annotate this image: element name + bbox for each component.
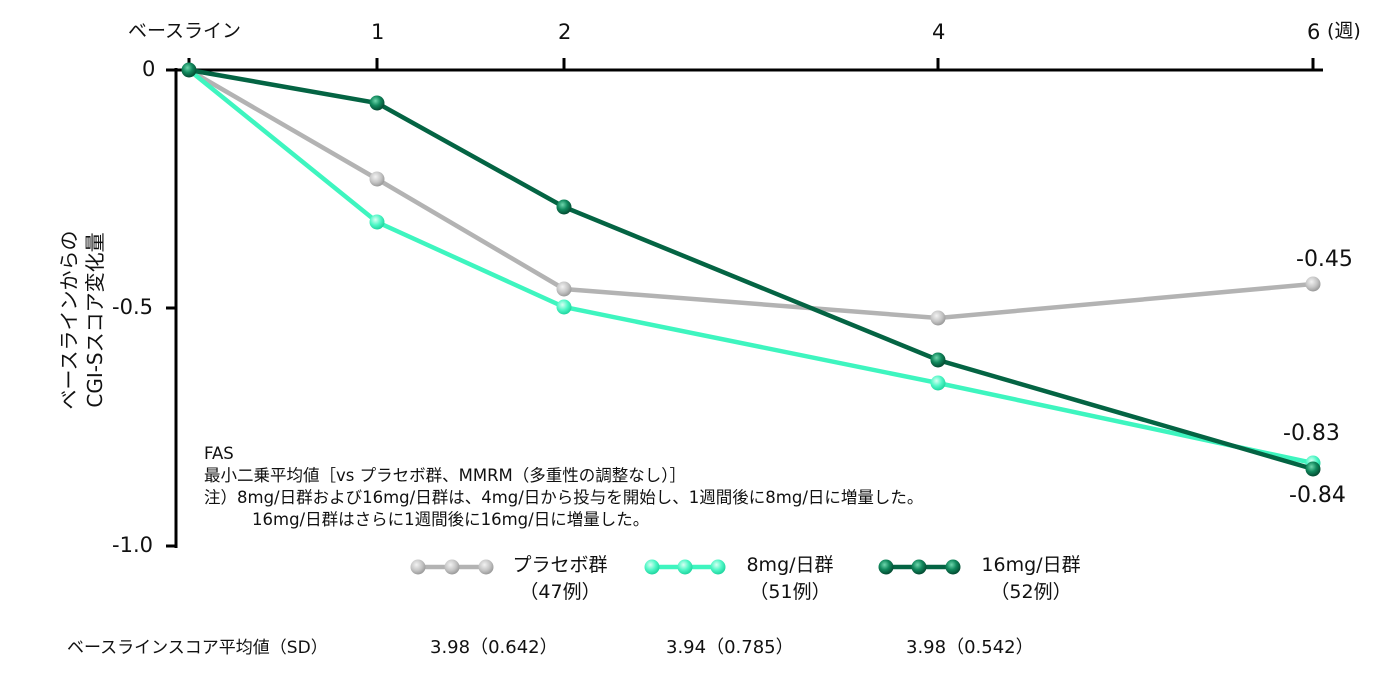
- legend-item-16mg: 16mg/日群 （52例）: [966, 552, 1096, 606]
- note-fas: FAS: [204, 444, 234, 463]
- note-method: 最小二乗平均値［vs プラセボ群、MMRM（多重性の調整なし）］: [204, 466, 687, 485]
- x-tick-baseline: ベースライン: [128, 20, 242, 42]
- baseline-score-label: ベースラインスコア平均値（SD）: [67, 638, 328, 658]
- x-axis-unit: (週): [1327, 20, 1361, 42]
- y-tick-minus-0-5: -0.5: [112, 295, 153, 319]
- legend-swatch-placebo: [410, 559, 494, 575]
- end-label-8mg: -0.83: [1283, 421, 1340, 446]
- x-tick-week-4: 4: [932, 20, 946, 44]
- series-8mg: [187, 68, 1321, 471]
- series-16mg: [181, 62, 1321, 477]
- x-tick-week-1: 1: [371, 20, 385, 44]
- baseline-score-8mg: 3.94（0.785）: [666, 637, 794, 658]
- legend-label-16mg: 16mg/日群: [981, 554, 1081, 576]
- series-placebo: [187, 68, 1321, 326]
- x-tick-week-6: 6: [1307, 20, 1321, 44]
- y-tick-0: 0: [142, 57, 156, 81]
- end-label-placebo: -0.45: [1296, 247, 1353, 272]
- note-dosing: 注）8mg/日群および16mg/日群は、4mg/日から投与を開始し、1週間後に8…: [204, 488, 924, 507]
- x-axis: [176, 58, 1323, 72]
- baseline-score-placebo: 3.98（0.642）: [430, 637, 558, 658]
- baseline-score-16mg: 3.98（0.542）: [906, 637, 1034, 658]
- note-dosing-cont: 16mg/日群はさらに1週間後に16mg/日に増量した。: [252, 510, 650, 529]
- legend-n-placebo: （47例）: [519, 581, 601, 603]
- y-tick-minus-1-0: -1.0: [112, 533, 153, 557]
- chart-notes: FAS 最小二乗平均値［vs プラセボ群、MMRM（多重性の調整なし）］ 注）8…: [204, 443, 923, 531]
- legend-n-8mg: （51例）: [749, 581, 831, 603]
- legend-label-placebo: プラセボ群: [512, 554, 608, 576]
- legend-swatch-16mg: [878, 559, 961, 575]
- legend-item-8mg: 8mg/日群 （51例）: [730, 552, 850, 606]
- legend-swatch-8mg: [644, 559, 726, 575]
- y-axis-label-line2: CGI-Sスコア変化量: [83, 232, 107, 408]
- legend-label-8mg: 8mg/日群: [746, 554, 834, 576]
- legend-item-placebo: プラセボ群 （47例）: [500, 552, 620, 606]
- end-label-16mg: -0.84: [1289, 483, 1346, 508]
- y-axis: [166, 68, 178, 548]
- x-tick-week-2: 2: [558, 20, 572, 44]
- legend-n-16mg: （52例）: [990, 581, 1072, 603]
- y-axis-label-line1: ベースラインからの: [57, 230, 81, 410]
